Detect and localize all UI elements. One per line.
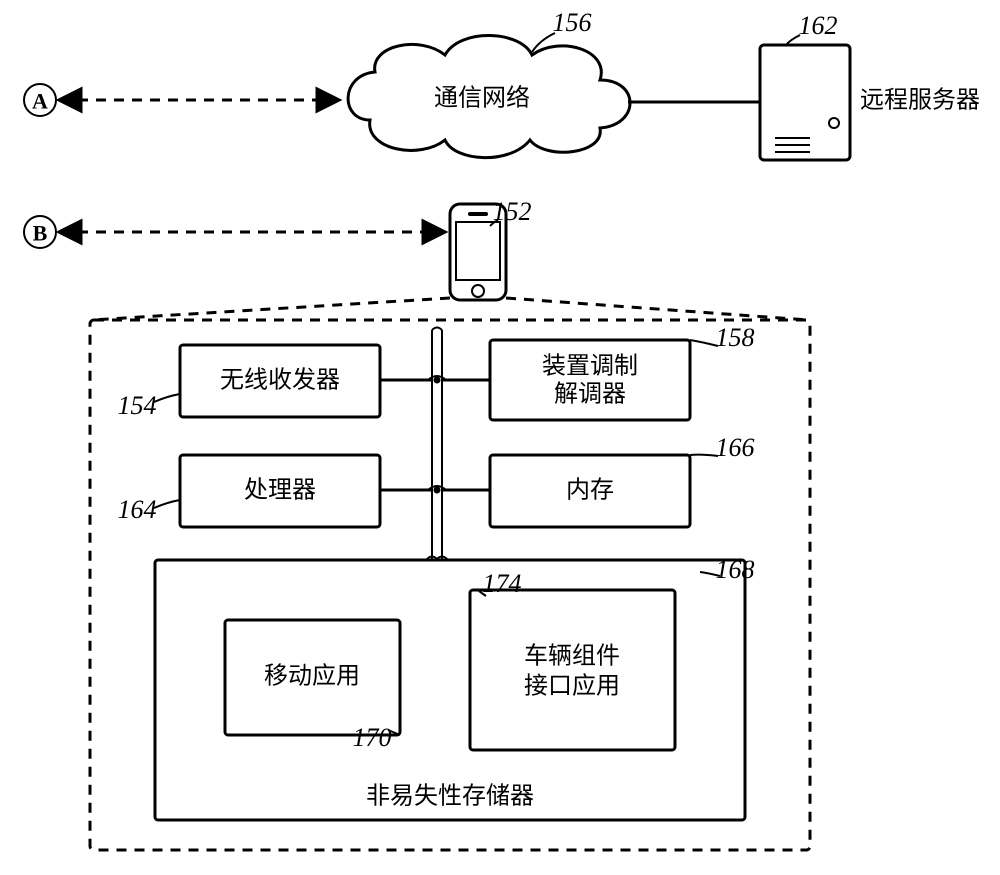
detail-lead-right (506, 298, 808, 320)
bus-top-arc (432, 328, 442, 331)
modem-box (490, 340, 690, 420)
ref-158-leader (690, 340, 718, 346)
ref-166: 166 (716, 433, 755, 462)
processor-label: 处理器 (244, 477, 316, 504)
ref-152: 152 (493, 197, 532, 226)
ref-164-leader (154, 500, 180, 508)
mobile-app-label: 移动应用 (264, 663, 360, 690)
ref-156: 156 (553, 8, 592, 37)
ref-166-leader (690, 455, 718, 456)
bus-node-2 (434, 487, 441, 494)
vehif-label-1: 车辆组件 (524, 643, 620, 670)
modem-label-2: 解调器 (554, 381, 626, 408)
ref-154-leader (154, 394, 180, 402)
ref-158: 158 (716, 323, 755, 352)
modem-label-1: 装置调制 (542, 353, 638, 380)
ref-154: 154 (118, 391, 157, 420)
ref-168: 168 (716, 555, 755, 584)
memory-label: 内存 (566, 477, 614, 504)
ref-174: 174 (483, 569, 522, 598)
ref-164: 164 (118, 495, 157, 524)
remote-server-icon (760, 45, 850, 160)
vehif-box (470, 590, 675, 750)
cloud-network: 通信网络 (348, 35, 630, 157)
vehif-label-2: 接口应用 (524, 673, 620, 700)
connector-b-label: B (33, 221, 48, 246)
ref-162: 162 (799, 11, 838, 40)
bus-node-1 (434, 377, 441, 384)
wireless-label: 无线收发器 (220, 367, 340, 394)
nvmem-label: 非易失性存储器 (366, 783, 534, 810)
connector-a-label: A (32, 89, 48, 114)
remote-server-label: 远程服务器 (860, 87, 980, 114)
ref-170: 170 (353, 723, 392, 752)
cloud-label: 通信网络 (434, 85, 530, 112)
detail-lead-left (92, 298, 450, 320)
